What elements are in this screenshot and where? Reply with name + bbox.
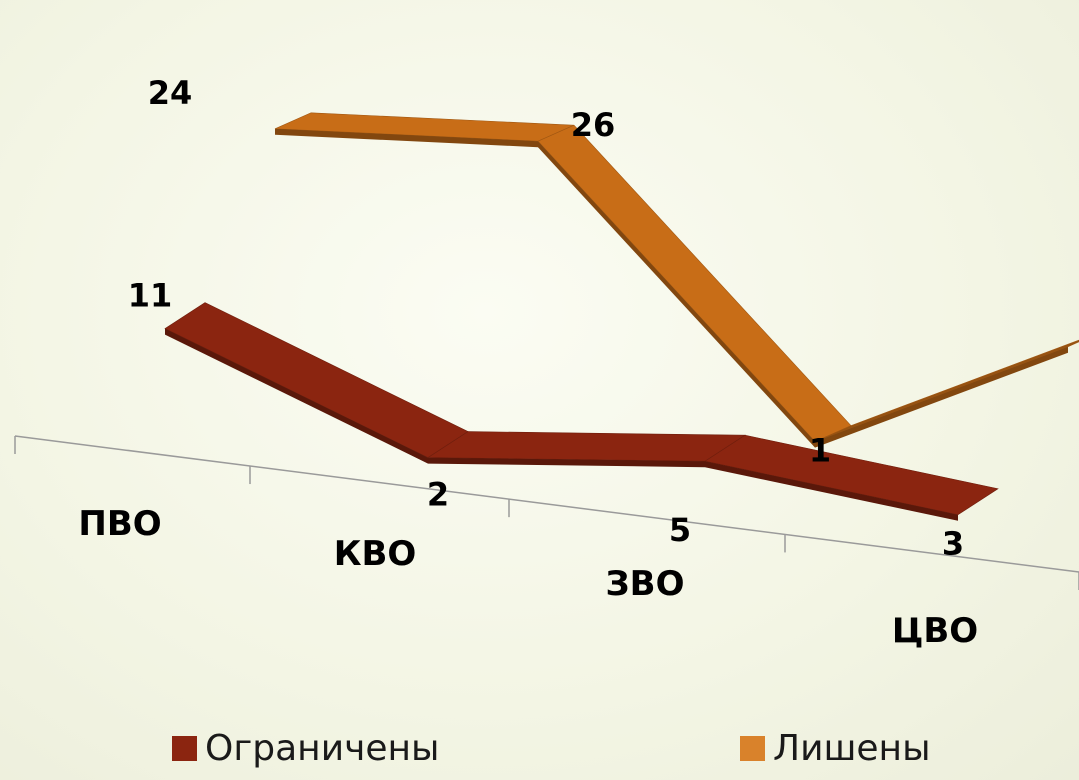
ribbon-edge	[815, 346, 1068, 448]
legend-item-lisheny: Лишены	[740, 728, 931, 769]
data-label: 11	[128, 277, 173, 315]
ribbon-edge	[428, 457, 705, 468]
ribbon-edge	[538, 141, 815, 448]
legend-item-ogranicheny: Ограничены	[172, 728, 439, 769]
data-label: 24	[148, 74, 193, 112]
data-label: 3	[942, 525, 964, 563]
category-label: КВО	[334, 534, 417, 574]
ribbon-edge	[705, 461, 958, 521]
category-label: ЦВО	[892, 611, 978, 651]
ribbon-segment	[537, 124, 852, 442]
legend-swatch-lisheny	[740, 736, 765, 761]
data-label: 2	[427, 476, 449, 514]
legend-label-lisheny: Лишены	[773, 728, 931, 769]
ribbon-segment	[427, 431, 746, 462]
data-label: 26	[571, 106, 616, 144]
ribbon-edge	[275, 128, 538, 148]
category-label: ЗВО	[606, 564, 685, 604]
data-label: 1	[809, 432, 831, 470]
category-label: ПВО	[78, 504, 161, 544]
ribbon-segment	[814, 339, 1079, 442]
ribbon-segment	[164, 302, 469, 458]
legend: Ограничены Лишены	[0, 728, 1079, 780]
legend-label-ogranicheny: Ограничены	[205, 728, 440, 769]
data-label: 5	[669, 511, 691, 549]
series-0	[164, 302, 999, 521]
legend-swatch-ogranicheny	[172, 736, 197, 761]
category-axis-line	[14, 435, 1079, 573]
ribbon-edge	[165, 328, 428, 464]
series-1	[274, 112, 1079, 448]
